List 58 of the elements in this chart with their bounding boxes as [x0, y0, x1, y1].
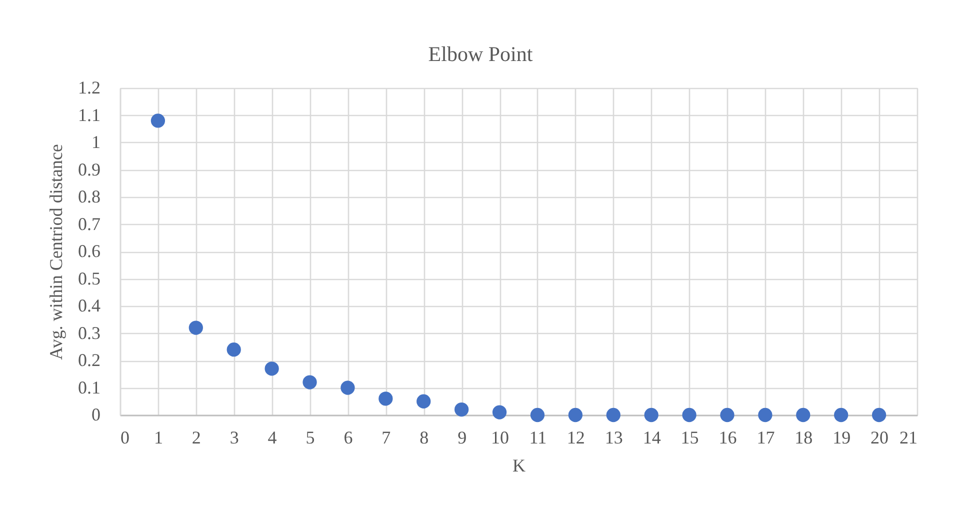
- chart-title: Elbow Point: [428, 42, 533, 66]
- point: [378, 392, 393, 406]
- point: [682, 408, 696, 422]
- y-tick-label: 0.7: [78, 214, 100, 234]
- y-tick-label: 1.1: [78, 104, 100, 125]
- x-tick-label: 5: [306, 428, 315, 448]
- point: [720, 408, 734, 422]
- x-tick-label: 11: [529, 428, 547, 448]
- x-tick-label: 14: [642, 428, 661, 448]
- x-tick-label: 0: [120, 428, 130, 448]
- x-tick-label: 20: [870, 428, 889, 448]
- y-tick-label: 0: [92, 404, 100, 424]
- y-tick-label: 0.2: [78, 350, 100, 370]
- y-tick-label: 0.8: [78, 186, 100, 206]
- y-tick-label: 1: [92, 132, 100, 152]
- x-tick-label: 15: [680, 428, 699, 448]
- x-tick-label: 16: [718, 428, 737, 448]
- point: [872, 408, 886, 422]
- point: [340, 380, 355, 395]
- x-axis-title: K: [512, 456, 526, 476]
- point: [492, 405, 507, 420]
- x-tick-label: 8: [420, 428, 429, 448]
- point: [568, 408, 582, 422]
- y-tick-label: 0.4: [78, 296, 100, 316]
- x-tick-label: 4: [268, 428, 277, 448]
- y-tick-label: 0.9: [78, 159, 100, 180]
- point: [150, 114, 166, 128]
- x-tick-label: 9: [458, 428, 467, 448]
- point: [416, 394, 431, 408]
- point: [606, 408, 620, 422]
- x-tick-label: 19: [832, 428, 851, 448]
- x-tick-label: 6: [344, 428, 353, 448]
- point: [530, 408, 545, 422]
- x-tick-label: 12: [566, 428, 585, 448]
- y-tick-label: 1.2: [78, 78, 100, 98]
- point: [454, 402, 469, 417]
- x-tick-label: 17: [756, 428, 775, 448]
- point: [758, 408, 772, 422]
- x-tick-label: 1: [154, 428, 163, 448]
- x-tick-label: 13: [604, 428, 623, 448]
- x-tick-label: 18: [794, 428, 813, 448]
- point: [188, 320, 203, 335]
- point: [302, 375, 317, 390]
- point: [796, 408, 810, 422]
- point: [226, 342, 241, 357]
- y-tick-label: 0.6: [78, 241, 100, 261]
- x-tick-label: 7: [382, 428, 391, 448]
- point: [264, 362, 279, 376]
- y-tick-label: 0.1: [78, 377, 100, 398]
- x-tick-label: 3: [230, 428, 239, 448]
- point: [644, 408, 658, 422]
- point: [834, 408, 848, 422]
- y-axis-title: Avg. within Centriod distance: [46, 144, 66, 360]
- x-tick-label: 21: [900, 428, 918, 448]
- y-tick-label: 0.5: [78, 268, 100, 288]
- y-tick-label: 0.3: [78, 322, 100, 343]
- x-tick-label: 2: [192, 428, 201, 448]
- x-tick-label: 10: [491, 428, 510, 448]
